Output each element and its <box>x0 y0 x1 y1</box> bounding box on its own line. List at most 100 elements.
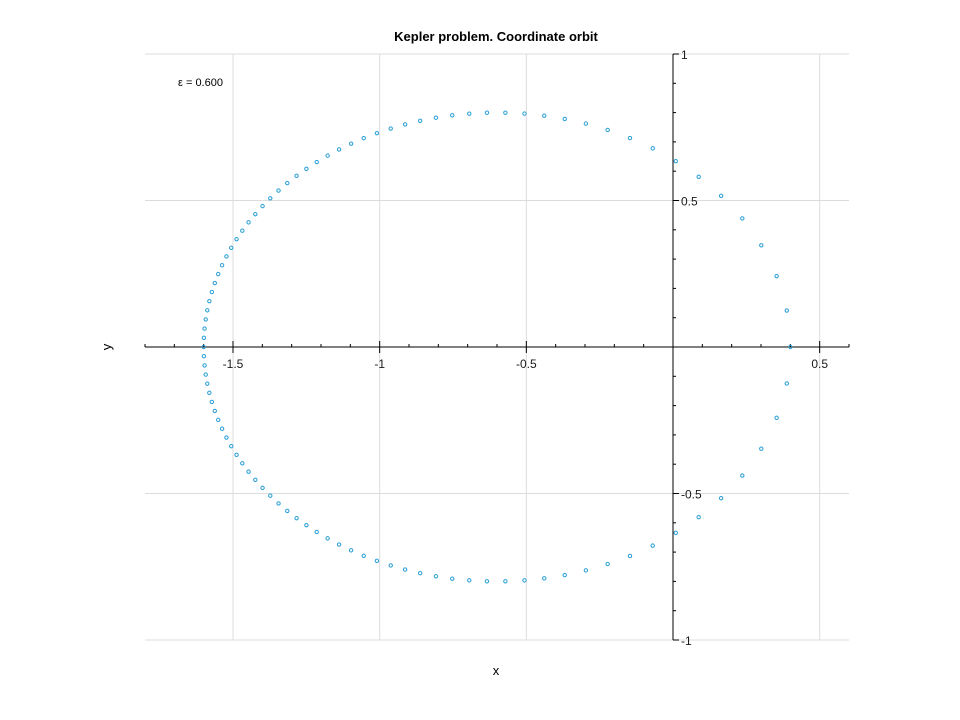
orbit-point <box>336 542 342 547</box>
chart-title: Kepler problem. Coordinate orbit <box>394 29 598 44</box>
y-tick-label: -1 <box>681 634 692 648</box>
orbit-point <box>219 263 225 268</box>
orbit-point <box>503 110 508 115</box>
orbit-point <box>253 211 258 217</box>
orbit-point <box>240 461 245 466</box>
orbit-point <box>774 415 779 421</box>
tick-labels: -1.5 -1 -0.5 0.5 1 0.5 -0.5 -1 <box>223 48 829 648</box>
orbit-point <box>402 122 408 127</box>
orbit-point <box>374 130 380 136</box>
orbit-point <box>240 228 245 233</box>
orbit-point <box>417 118 423 123</box>
orbit-point <box>433 115 439 120</box>
orbit-point <box>784 381 789 386</box>
orbit-point <box>627 553 633 559</box>
orbit-point <box>207 298 212 304</box>
eccentricity-annotation: ε = 0.600 <box>178 77 223 89</box>
orbit-point <box>740 473 745 478</box>
orbit-point <box>325 536 330 541</box>
orbit-point <box>260 485 265 491</box>
orbit-point <box>294 173 299 179</box>
orbit-point <box>314 159 319 165</box>
orbit-point <box>348 548 354 553</box>
orbit-point <box>759 446 764 451</box>
orbit-point <box>304 166 309 172</box>
orbit-point <box>718 193 724 198</box>
orbit-point <box>209 289 215 295</box>
orbit-point <box>246 469 251 474</box>
orbit-point <box>673 530 678 536</box>
y-axis-label: y <box>99 343 114 350</box>
orbit-point <box>205 308 210 313</box>
orbit-point <box>294 515 299 521</box>
orbit-point <box>216 271 221 277</box>
orbit-point <box>467 111 472 116</box>
orbit-point <box>522 111 527 116</box>
orbit-point <box>234 236 239 242</box>
orbit-point <box>207 390 212 396</box>
y-tick-label: -0.5 <box>681 488 702 502</box>
orbit-point <box>696 174 701 179</box>
orbit-point <box>774 273 779 279</box>
orbit-point <box>673 158 678 164</box>
orbit-point <box>285 508 290 514</box>
orbit-point <box>276 501 281 506</box>
orbit-point <box>201 354 207 359</box>
orbit-point <box>229 245 234 250</box>
orbit-points <box>201 110 793 584</box>
x-tick-label: -1.5 <box>223 357 244 371</box>
orbit-point <box>650 146 655 151</box>
orbit-point <box>268 196 273 201</box>
orbit-point <box>314 529 319 535</box>
y-tick-label: 1 <box>681 48 688 62</box>
orbit-point <box>583 568 589 573</box>
orbit-point <box>605 561 610 567</box>
grid-lines <box>145 53 849 641</box>
orbit-point <box>246 220 251 225</box>
orbit-point <box>562 572 567 578</box>
orbit-point <box>212 280 217 286</box>
orbit-point <box>260 203 265 209</box>
orbit-point <box>740 216 745 221</box>
orbit-point <box>759 243 764 248</box>
orbit-point <box>212 408 217 414</box>
orbit-point <box>522 578 527 583</box>
orbit-point <box>450 576 455 581</box>
orbit-point <box>229 444 234 449</box>
orbit-point <box>784 308 789 313</box>
orbit-point <box>542 576 547 581</box>
orbit-point <box>268 493 273 498</box>
orbit-point <box>348 141 354 146</box>
orbit-point <box>503 579 508 584</box>
orbit-point <box>325 153 330 158</box>
orbit-point <box>696 515 701 520</box>
orbit-point <box>562 116 567 122</box>
x-tick-label: -0.5 <box>516 357 537 371</box>
orbit-point <box>219 426 225 431</box>
orbit-point <box>304 522 309 528</box>
orbit-point <box>650 543 655 548</box>
orbit-point <box>224 254 229 259</box>
orbit-point <box>201 335 207 340</box>
orbit-point <box>467 578 472 583</box>
orbit-point <box>253 477 258 483</box>
orbit-point <box>388 126 393 131</box>
orbit-point <box>361 553 366 559</box>
orbit-point <box>203 317 208 322</box>
orbit-point <box>583 121 589 126</box>
orbit-point <box>402 567 408 572</box>
orbit-point <box>336 147 342 152</box>
axes <box>144 53 850 641</box>
orbit-point <box>388 563 393 568</box>
orbit-point <box>202 363 207 368</box>
x-axis-label: x <box>493 663 500 678</box>
orbit-point <box>433 574 439 579</box>
orbit-point <box>201 344 206 350</box>
orbit-point <box>216 417 221 423</box>
orbit-point <box>205 381 210 386</box>
orbit-point <box>285 180 290 186</box>
orbit-point <box>224 435 229 440</box>
y-tick-label: 0.5 <box>681 195 698 209</box>
orbit-point <box>788 344 793 350</box>
